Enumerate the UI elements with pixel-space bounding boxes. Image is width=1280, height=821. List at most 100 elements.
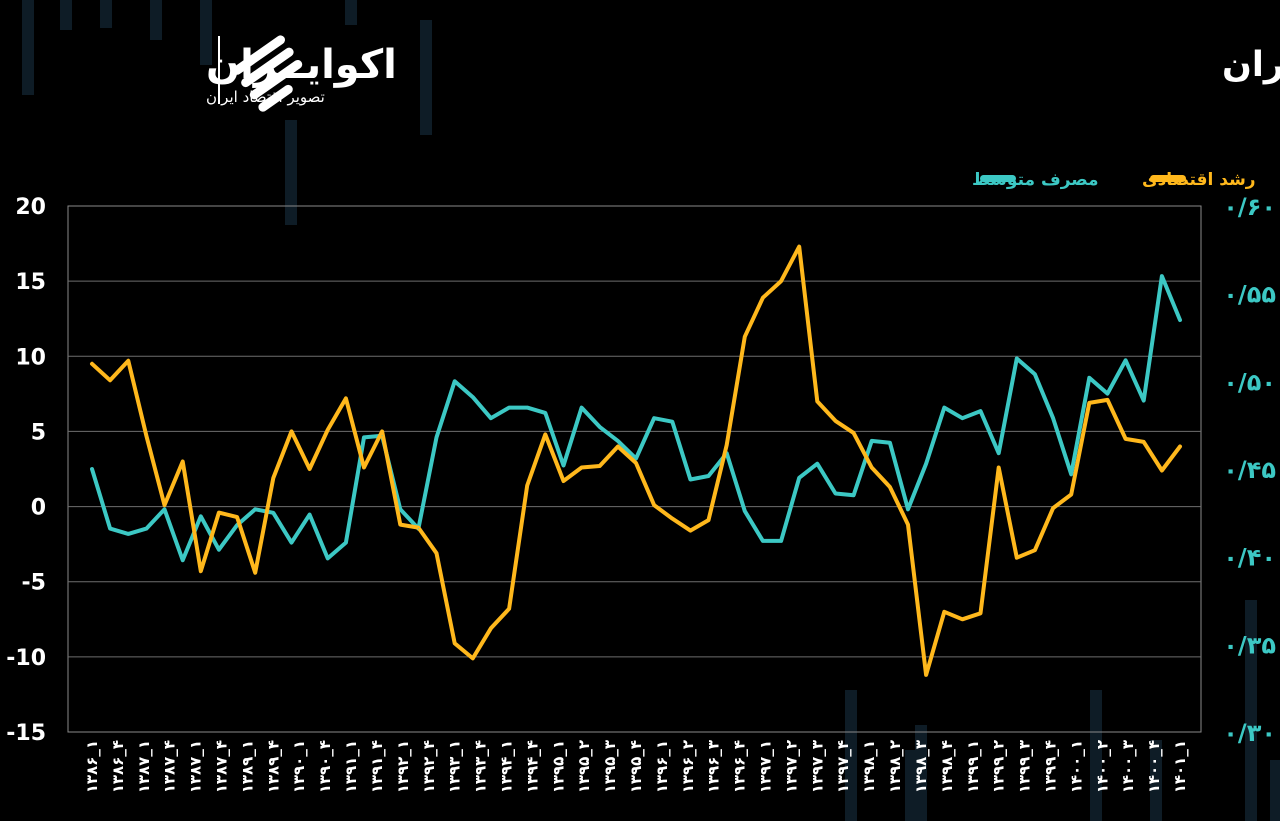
point-consumption — [744, 510, 746, 512]
x-tick-label: ۱۳۸۹_۱ — [238, 740, 256, 793]
point-consumption — [1107, 393, 1108, 395]
point-growth — [1143, 441, 1145, 443]
x-tick-label: ۱۳۹۰_۴ — [316, 740, 334, 793]
point-growth — [363, 467, 365, 468]
point-consumption — [127, 533, 129, 535]
point-growth — [853, 432, 855, 434]
background-bar — [915, 725, 927, 821]
point-growth — [1034, 549, 1036, 551]
point-consumption — [472, 396, 474, 398]
x-tick-label: ۱۳۹۶_۱ — [653, 740, 671, 793]
background-bar — [345, 0, 357, 25]
point-growth — [1179, 446, 1181, 447]
point-growth — [961, 618, 963, 620]
point-consumption — [653, 417, 655, 419]
x-tick-label: ۱۴۰۰_۲ — [1093, 740, 1111, 793]
plot-area: 20 15 10 5 0 -5 -10 -15 ۰/۶۰ ۰/۵۵ ۰/۵۰ ۰/۴۵ ۰/۴۰ ۰/۳… — [6, 193, 1276, 793]
point-consumption — [835, 493, 836, 494]
x-tick-label: ۱۳۹۲_۱ — [394, 740, 412, 793]
point-consumption — [961, 417, 963, 419]
point-growth — [1070, 494, 1072, 495]
background-bar — [150, 0, 162, 40]
point-consumption — [526, 407, 528, 409]
legend: رشد اقتصادی مصرف متوسط — [972, 170, 1256, 190]
point-growth — [689, 530, 691, 532]
point-growth — [109, 379, 111, 381]
x-tick-label: ۱۳۸۶_۱ — [83, 740, 101, 793]
point-growth — [1088, 402, 1090, 404]
point-consumption — [236, 524, 238, 526]
background-bar — [905, 750, 917, 821]
y-tick-left: -5 — [22, 571, 46, 596]
y-tick-right: ۰/۵۰ — [1223, 368, 1276, 396]
point-growth — [708, 519, 709, 521]
x-tick-label: ۱۳۹۷_۲ — [782, 740, 800, 793]
point-growth — [1161, 470, 1163, 471]
point-growth — [91, 363, 93, 365]
x-tick-label: ۱۳۹۵_۱ — [549, 740, 567, 793]
point-consumption — [272, 512, 274, 514]
point-growth — [635, 462, 637, 464]
y-tick-right: ۰/۳۵ — [1223, 631, 1276, 659]
point-consumption — [399, 508, 401, 510]
x-tick-label: ۱۳۸۹_۴ — [264, 740, 282, 793]
x-axis: ۱۳۸۶_۱ ۱۳۸۶_۴ ۱۳۸۷_۱ ۱۳۸۷_۴ ۱۳۸۷_۱ ۱۳۸۷_۴ ۱۳۸۹… — [83, 740, 1189, 793]
point-consumption — [544, 412, 546, 414]
y-tick-left: 0 — [31, 496, 46, 521]
point-consumption — [345, 542, 347, 544]
point-consumption — [563, 465, 564, 466]
point-consumption — [109, 528, 111, 530]
point-growth — [1107, 399, 1108, 401]
point-growth — [145, 435, 147, 437]
point-consumption — [1070, 473, 1072, 475]
point-growth — [454, 642, 456, 644]
point-consumption — [1088, 377, 1090, 379]
x-tick-label: ۱۴۰۱_۱ — [1171, 740, 1189, 793]
point-consumption — [635, 458, 637, 459]
point-consumption — [980, 410, 981, 412]
point-growth — [563, 480, 564, 482]
point-growth — [472, 657, 474, 659]
point-growth — [744, 336, 746, 338]
x-tick-label: ۱۴۰۰_۱ — [1067, 740, 1085, 793]
x-tick-label: ۱۳۹۸_۴ — [938, 740, 956, 793]
point-consumption — [1034, 373, 1036, 375]
point-growth — [200, 570, 202, 572]
y-tick-right: ۰/۴۰ — [1223, 544, 1276, 572]
point-growth — [925, 674, 927, 676]
point-consumption — [254, 508, 256, 510]
x-tick-label: ۱۳۹۸_۳ — [912, 740, 930, 793]
point-consumption — [816, 463, 818, 465]
background-bar — [100, 0, 112, 28]
background-decoration — [22, 0, 1280, 821]
point-consumption — [182, 559, 184, 561]
x-tick-label: ۱۳۸۷_۱ — [135, 740, 153, 793]
brand-mark-icon — [232, 35, 303, 112]
y-tick-left: -15 — [6, 721, 46, 746]
point-consumption — [436, 436, 437, 438]
background-bar — [22, 0, 34, 95]
point-consumption — [508, 407, 510, 409]
point-growth — [871, 467, 873, 468]
point-consumption — [1052, 417, 1054, 419]
point-consumption — [1161, 275, 1163, 277]
point-consumption — [853, 494, 855, 496]
series-line-consumption — [90, 274, 1182, 563]
point-consumption — [164, 508, 165, 510]
x-tick-label: ۱۳۹۷_۱ — [757, 740, 775, 793]
y-tick-left: 15 — [15, 270, 46, 295]
point-growth — [218, 512, 220, 514]
point-growth — [998, 467, 1000, 468]
y-tick-left: -10 — [6, 646, 46, 671]
point-growth — [164, 504, 165, 506]
gridlines — [68, 280, 1201, 658]
x-tick-label: ۱۳۹۱_۴ — [368, 740, 386, 793]
point-consumption — [417, 528, 419, 530]
point-growth — [182, 461, 184, 462]
y-tick-left: 10 — [15, 345, 46, 370]
brand-divider — [218, 36, 220, 104]
point-growth — [291, 430, 292, 432]
point-growth — [399, 524, 401, 526]
point-consumption — [91, 468, 93, 470]
x-tick-label: ۱۳۹۸_۲ — [886, 740, 904, 793]
